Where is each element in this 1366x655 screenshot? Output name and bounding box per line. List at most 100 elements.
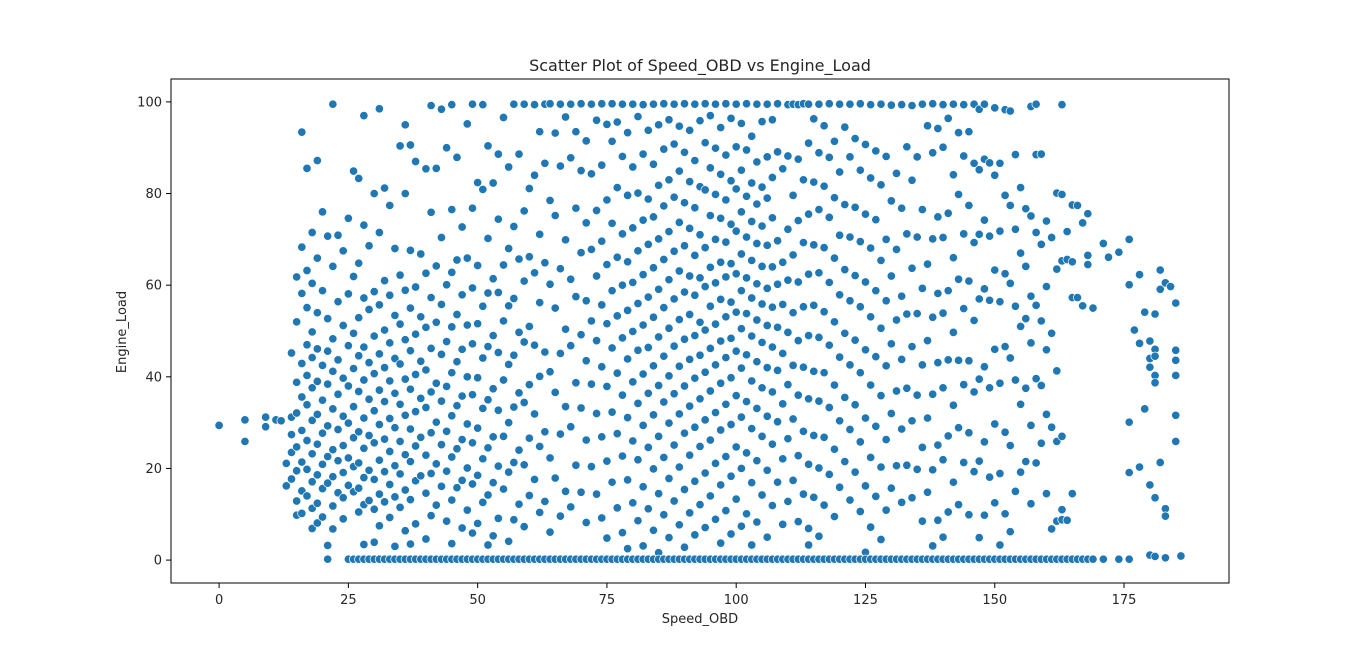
- data-point: [302, 400, 312, 410]
- data-point: [602, 119, 612, 129]
- data-point: [928, 389, 938, 399]
- data-point: [462, 372, 472, 382]
- data-point: [705, 491, 715, 501]
- data-point: [690, 250, 700, 260]
- data-point: [747, 216, 757, 227]
- data-point: [421, 365, 431, 375]
- data-point: [669, 389, 679, 399]
- data-point: [447, 411, 457, 421]
- data-point: [757, 117, 767, 127]
- data-point: [416, 393, 426, 403]
- data-point: [607, 343, 617, 353]
- x-tick-label: 0: [215, 593, 223, 608]
- data-point: [840, 328, 850, 338]
- data-point: [390, 243, 400, 254]
- data-point: [473, 518, 483, 528]
- data-point: [509, 221, 519, 232]
- data-point: [643, 125, 653, 135]
- data-point: [762, 532, 772, 542]
- data-point: [462, 463, 472, 473]
- data-point: [804, 394, 814, 404]
- data-point: [1088, 554, 1098, 564]
- data-point: [964, 127, 974, 137]
- data-point: [866, 312, 876, 322]
- data-point: [374, 385, 384, 395]
- data-point: [405, 384, 415, 394]
- data-point: [623, 354, 633, 364]
- data-point: [1134, 270, 1145, 280]
- data-point: [741, 448, 752, 458]
- data-point: [690, 156, 700, 166]
- data-point: [555, 348, 565, 358]
- data-point: [679, 484, 690, 495]
- data-point: [716, 257, 726, 267]
- data-point: [757, 337, 767, 347]
- data-point: [581, 136, 591, 146]
- data-point: [576, 330, 586, 340]
- data-point: [369, 189, 379, 199]
- data-point: [602, 195, 612, 205]
- data-point: [860, 139, 871, 150]
- x-axis: 0 25 50 75 100 125 150 175: [215, 583, 1136, 608]
- data-point: [317, 512, 328, 522]
- data-point: [964, 356, 974, 366]
- data-point: [767, 302, 777, 312]
- data-point: [555, 264, 565, 274]
- data-point: [716, 378, 726, 388]
- data-point: [369, 438, 379, 448]
- data-point: [592, 408, 602, 419]
- data-point: [783, 380, 793, 390]
- data-point: [312, 439, 322, 449]
- data-point: [891, 461, 902, 471]
- data-point: [576, 166, 586, 176]
- data-point: [519, 206, 529, 216]
- data-point: [597, 236, 607, 246]
- data-point: [793, 216, 803, 226]
- data-point: [473, 319, 483, 329]
- data-point: [566, 502, 576, 512]
- data-point: [902, 309, 912, 319]
- data-point: [462, 119, 472, 129]
- data-point: [767, 115, 777, 125]
- data-point: [1129, 325, 1139, 335]
- data-point: [995, 297, 1005, 307]
- data-point: [323, 421, 333, 431]
- data-point: [757, 182, 767, 192]
- data-point: [457, 523, 467, 533]
- data-point: [1000, 269, 1010, 279]
- data-point: [928, 148, 938, 158]
- data-point: [514, 254, 524, 264]
- data-point: [328, 261, 338, 271]
- data-point: [840, 457, 850, 467]
- data-point: [912, 390, 922, 400]
- data-point: [602, 533, 612, 543]
- data-point: [943, 208, 953, 218]
- data-point: [752, 403, 762, 413]
- data-point: [617, 99, 627, 109]
- data-point: [829, 193, 839, 203]
- data-point: [581, 356, 591, 366]
- data-point: [762, 193, 772, 203]
- data-point: [773, 322, 783, 332]
- data-point: [664, 115, 674, 125]
- data-point: [1021, 457, 1031, 467]
- x-tick-label: 150: [982, 593, 1007, 608]
- data-point: [514, 499, 524, 509]
- data-point: [902, 460, 912, 470]
- data-point: [840, 122, 850, 132]
- data-point: [773, 99, 783, 109]
- data-point: [1036, 380, 1046, 391]
- data-point: [741, 145, 752, 155]
- data-point: [426, 468, 436, 479]
- data-point: [436, 299, 446, 309]
- data-point: [643, 239, 653, 249]
- data-point: [974, 165, 984, 175]
- data-point: [876, 462, 886, 472]
- data-point: [343, 453, 353, 463]
- data-point: [633, 188, 643, 198]
- data-point: [700, 282, 710, 292]
- data-point: [395, 399, 405, 409]
- data-point: [964, 276, 974, 286]
- data-point: [566, 341, 576, 351]
- data-point: [690, 331, 700, 341]
